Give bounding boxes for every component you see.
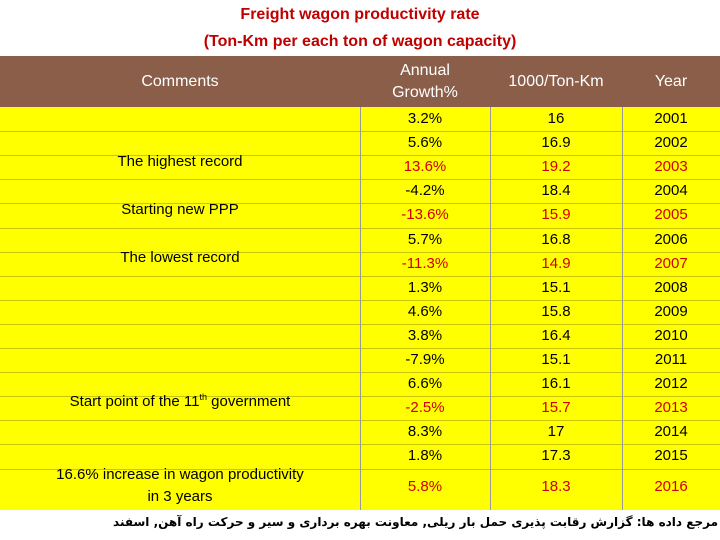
cell-growth: 3.8% xyxy=(360,325,490,347)
cell-ton-km: 16.1 xyxy=(490,373,622,395)
cell-year: 2008 xyxy=(622,277,720,299)
cell-year: 2006 xyxy=(622,229,720,251)
cell-growth: 13.6% xyxy=(360,156,490,178)
cell-growth: 5.7% xyxy=(360,229,490,251)
cell-growth: -13.6% xyxy=(360,204,490,226)
cell-year: 2015 xyxy=(622,445,720,467)
cell-year: 2014 xyxy=(622,421,720,443)
header-ton-km: 1000/Ton-Km xyxy=(490,56,622,107)
cell-year: 2004 xyxy=(622,180,720,202)
cell-ton-km: 16.9 xyxy=(490,132,622,154)
comment-lowest: The lowest record xyxy=(0,247,360,269)
cell-growth: 5.6% xyxy=(360,132,490,154)
cell-growth: 4.6% xyxy=(360,301,490,323)
cell-ton-km: 15.7 xyxy=(490,397,622,419)
cell-year: 2005 xyxy=(622,204,720,226)
comment-increase: 16.6% increase in wagon productivity in … xyxy=(0,464,360,508)
cell-year: 2007 xyxy=(622,253,720,275)
header-growth-line1: Annual xyxy=(400,60,450,82)
cell-ton-km: 16.4 xyxy=(490,325,622,347)
cell-year: 2001 xyxy=(622,108,720,130)
comment-highest: The highest record xyxy=(0,151,360,173)
cell-growth: 1.8% xyxy=(360,445,490,467)
comment-ppp: Starting new PPP xyxy=(0,199,360,221)
cell-ton-km: 17.3 xyxy=(490,445,622,467)
cell-ton-km: 15.8 xyxy=(490,301,622,323)
cell-year: 2013 xyxy=(622,397,720,419)
cell-growth: 6.6% xyxy=(360,373,490,395)
cell-year: 2012 xyxy=(622,373,720,395)
cell-growth: -2.5% xyxy=(360,397,490,419)
cell-growth: -7.9% xyxy=(360,349,490,371)
cell-ton-km: 16 xyxy=(490,108,622,130)
cell-year: 2011 xyxy=(622,349,720,371)
cell-growth: -4.2% xyxy=(360,180,490,202)
cell-ton-km: 17 xyxy=(490,421,622,443)
cell-ton-km: 18.3 xyxy=(490,476,622,498)
comment-11th-government: Start point of the 11th government xyxy=(0,391,360,413)
title-line-2: (Ton-Km per each ton of wagon capacity) xyxy=(0,31,720,53)
comment-11th-sup: th xyxy=(199,392,207,402)
cell-ton-km: 18.4 xyxy=(490,180,622,202)
cell-year: 2016 xyxy=(622,476,720,498)
cell-ton-km: 19.2 xyxy=(490,156,622,178)
cell-year: 2002 xyxy=(622,132,720,154)
cell-year: 2009 xyxy=(622,301,720,323)
cell-ton-km: 15.1 xyxy=(490,349,622,371)
cell-ton-km: 15.9 xyxy=(490,204,622,226)
comment-increase-line2: in 3 years xyxy=(0,486,360,508)
cell-ton-km: 16.8 xyxy=(490,229,622,251)
header-year: Year xyxy=(622,56,720,107)
header-annual-growth: Annual Growth% xyxy=(360,56,490,107)
cell-growth: 5.8% xyxy=(360,476,490,498)
title-line-1: Freight wagon productivity rate xyxy=(0,4,720,26)
cell-ton-km: 14.9 xyxy=(490,253,622,275)
header-comments: Comments xyxy=(0,56,360,107)
comment-11th-suffix: government xyxy=(207,393,290,410)
comment-11th-prefix: Start point of the 11 xyxy=(70,393,200,410)
source-note: مرجع داده ها: گزارش رقابت پذیری حمل بار … xyxy=(0,512,718,532)
cell-growth: -11.3% xyxy=(360,253,490,275)
cell-growth: 3.2% xyxy=(360,108,490,130)
cell-year: 2010 xyxy=(622,325,720,347)
cell-year: 2003 xyxy=(622,156,720,178)
cell-growth: 8.3% xyxy=(360,421,490,443)
comment-increase-line1: 16.6% increase in wagon productivity xyxy=(0,464,360,486)
cell-ton-km: 15.1 xyxy=(490,277,622,299)
header-growth-line2: Growth% xyxy=(392,82,458,104)
cell-growth: 1.3% xyxy=(360,277,490,299)
